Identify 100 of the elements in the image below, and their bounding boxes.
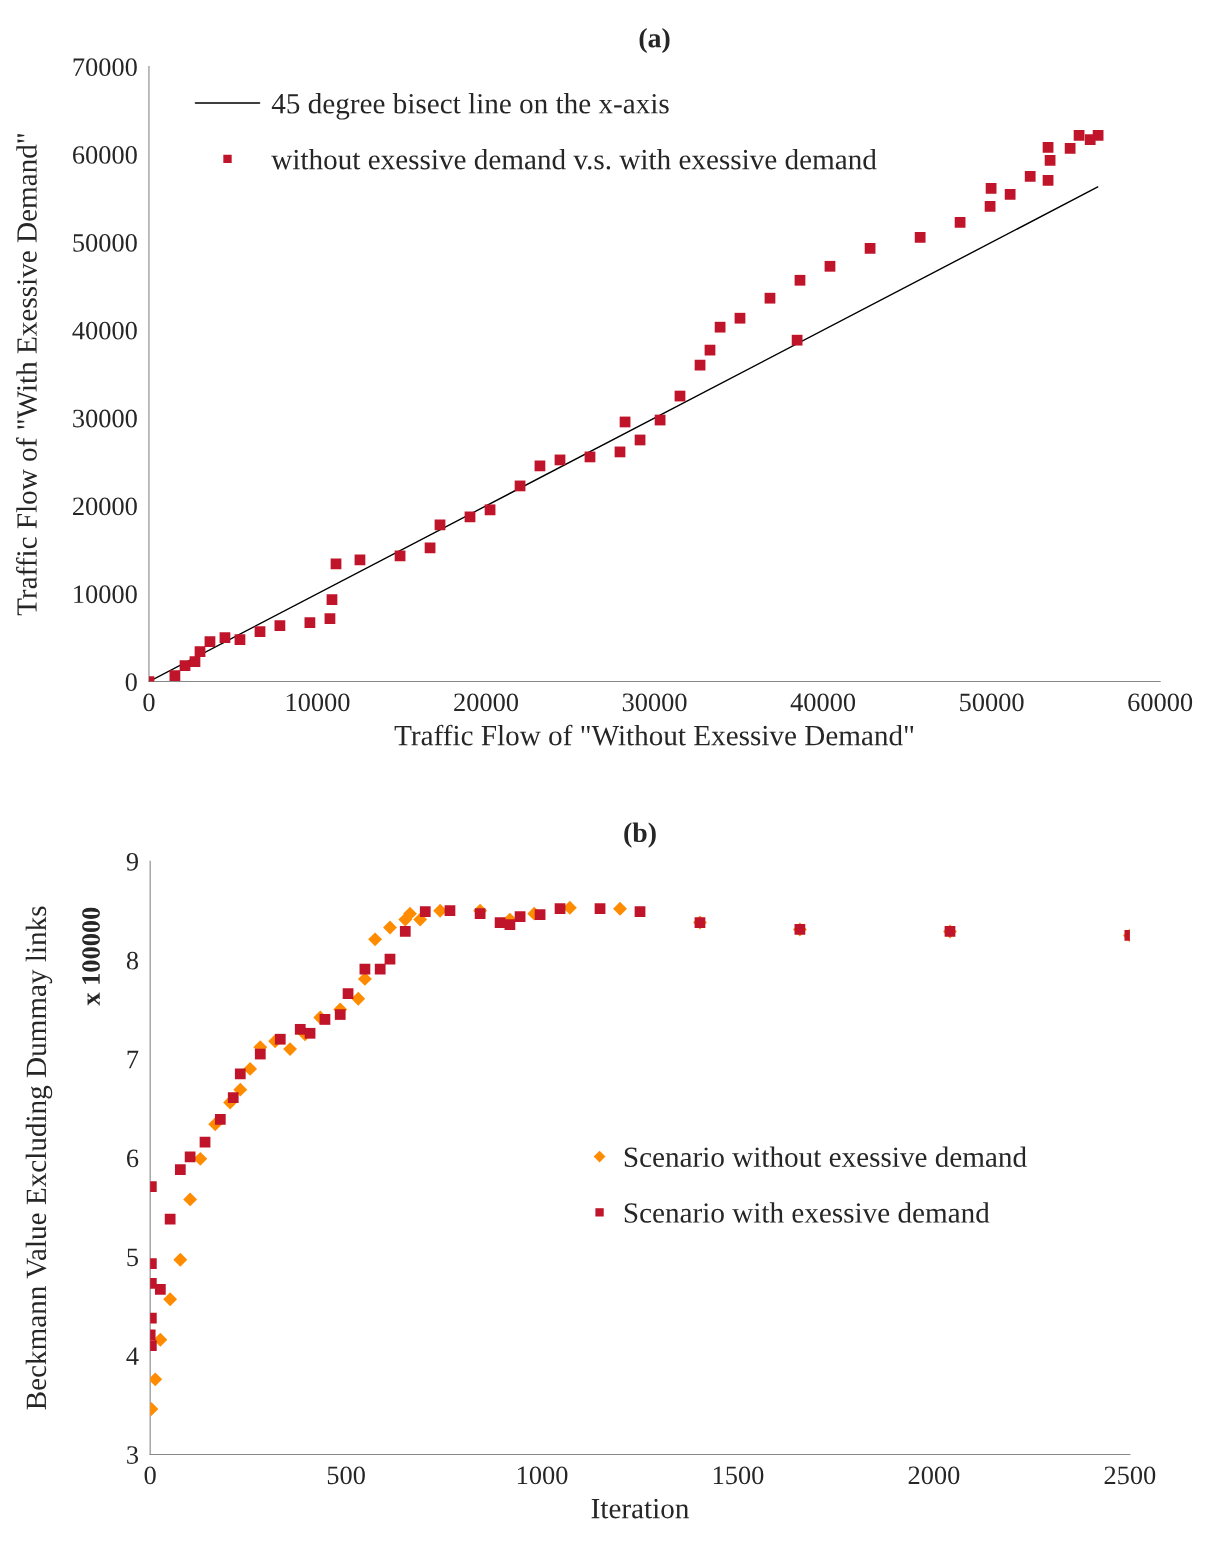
y-tick-label: 9	[126, 852, 138, 871]
x-axis-title: Traffic Flow of "Without Exessive Demand"	[394, 724, 914, 746]
point	[354, 554, 366, 566]
y-tick-label: 70000	[73, 58, 137, 77]
x-tick-label: 40000	[790, 693, 856, 712]
point	[169, 670, 181, 681]
text: x 100000	[82, 907, 100, 1006]
point	[174, 1164, 186, 1176]
point	[164, 1213, 176, 1225]
point	[368, 932, 383, 947]
point	[634, 906, 646, 918]
legend-label: Scenario with exessive demand	[624, 1202, 990, 1223]
point	[984, 201, 996, 212]
point	[214, 1113, 226, 1125]
point	[227, 1092, 239, 1103]
point	[179, 660, 191, 671]
point	[1064, 143, 1076, 154]
y-tick-label: 10000	[74, 585, 137, 604]
x-tick-label: 60000	[1128, 693, 1193, 712]
y-tick-label: 4	[126, 1347, 139, 1365]
point	[234, 1068, 246, 1080]
x-tick-label: 2500	[1104, 1466, 1156, 1485]
y-tick-label: 20000	[73, 497, 137, 516]
point	[791, 334, 803, 346]
point	[326, 594, 338, 606]
legend-label: without exessive demand v.s. with exessive demand	[271, 148, 877, 170]
point	[494, 917, 506, 928]
point	[283, 1042, 298, 1057]
point	[154, 1284, 166, 1295]
y-tick-label: 50000	[73, 233, 137, 252]
point	[173, 1252, 188, 1267]
point	[1042, 142, 1054, 153]
y-tick-label: 3	[127, 1446, 139, 1464]
point	[189, 656, 201, 667]
point	[474, 908, 486, 920]
chart-title: (b)	[624, 822, 656, 848]
point	[234, 634, 246, 646]
point	[274, 1033, 286, 1045]
point	[330, 558, 342, 570]
x-tick-label: 30000	[622, 693, 687, 712]
point	[334, 1009, 346, 1020]
point	[864, 242, 876, 254]
point	[243, 1061, 258, 1076]
legend-label: 45 degree bisect line on the x-axis	[271, 93, 669, 120]
point	[514, 911, 526, 922]
y-axis-title: Traffic Flow of "With Exessive Demand"	[16, 134, 38, 616]
y-tick-label: 5	[127, 1248, 139, 1267]
point	[194, 646, 206, 658]
point	[374, 963, 386, 975]
point	[419, 906, 431, 918]
point	[794, 274, 806, 286]
chart-title: (a)	[639, 27, 670, 54]
point	[324, 613, 336, 625]
y-tick-label: 60000	[73, 146, 137, 164]
point	[394, 550, 406, 562]
point	[254, 626, 266, 638]
x-tick-label: 50000	[960, 693, 1024, 712]
point	[204, 636, 216, 647]
x-tick-label: 1000	[517, 1466, 568, 1485]
point	[764, 292, 776, 304]
point	[184, 1151, 196, 1163]
point	[150, 1372, 163, 1387]
point	[294, 1023, 306, 1035]
point	[1024, 171, 1036, 182]
x-tick-label: 1500	[713, 1466, 764, 1485]
x-tick-label: 2000	[908, 1466, 960, 1485]
point	[304, 1027, 316, 1039]
point	[554, 903, 566, 915]
point	[183, 1192, 198, 1207]
point	[163, 1292, 178, 1307]
x-tick-label: 500	[327, 1466, 365, 1485]
x-tick-label: 0	[144, 1466, 156, 1485]
point	[694, 359, 706, 371]
point	[1004, 189, 1016, 200]
x-tick-label: 10000	[286, 693, 350, 712]
point	[342, 988, 354, 1000]
point	[424, 542, 436, 554]
point	[304, 617, 316, 629]
y-tick-label: 40000	[72, 321, 137, 340]
point	[484, 504, 496, 516]
point	[1092, 130, 1104, 141]
point	[1044, 155, 1056, 166]
point	[193, 1151, 208, 1166]
point	[434, 519, 446, 531]
y-tick-label: 8	[126, 951, 139, 970]
point	[734, 312, 746, 324]
point	[985, 182, 997, 194]
point	[319, 1014, 331, 1025]
point	[383, 920, 397, 935]
x-tick-label: 20000	[454, 693, 518, 712]
x-axis-title: Iteration	[591, 1498, 689, 1519]
y-tick-label: 6	[126, 1149, 139, 1168]
point	[233, 1082, 248, 1097]
point	[914, 231, 926, 243]
point	[399, 926, 411, 937]
y-tick-label: 30000	[73, 409, 137, 428]
x-tick-label: 0	[143, 693, 155, 712]
point	[594, 903, 606, 915]
point	[1073, 130, 1085, 141]
point	[403, 906, 417, 921]
